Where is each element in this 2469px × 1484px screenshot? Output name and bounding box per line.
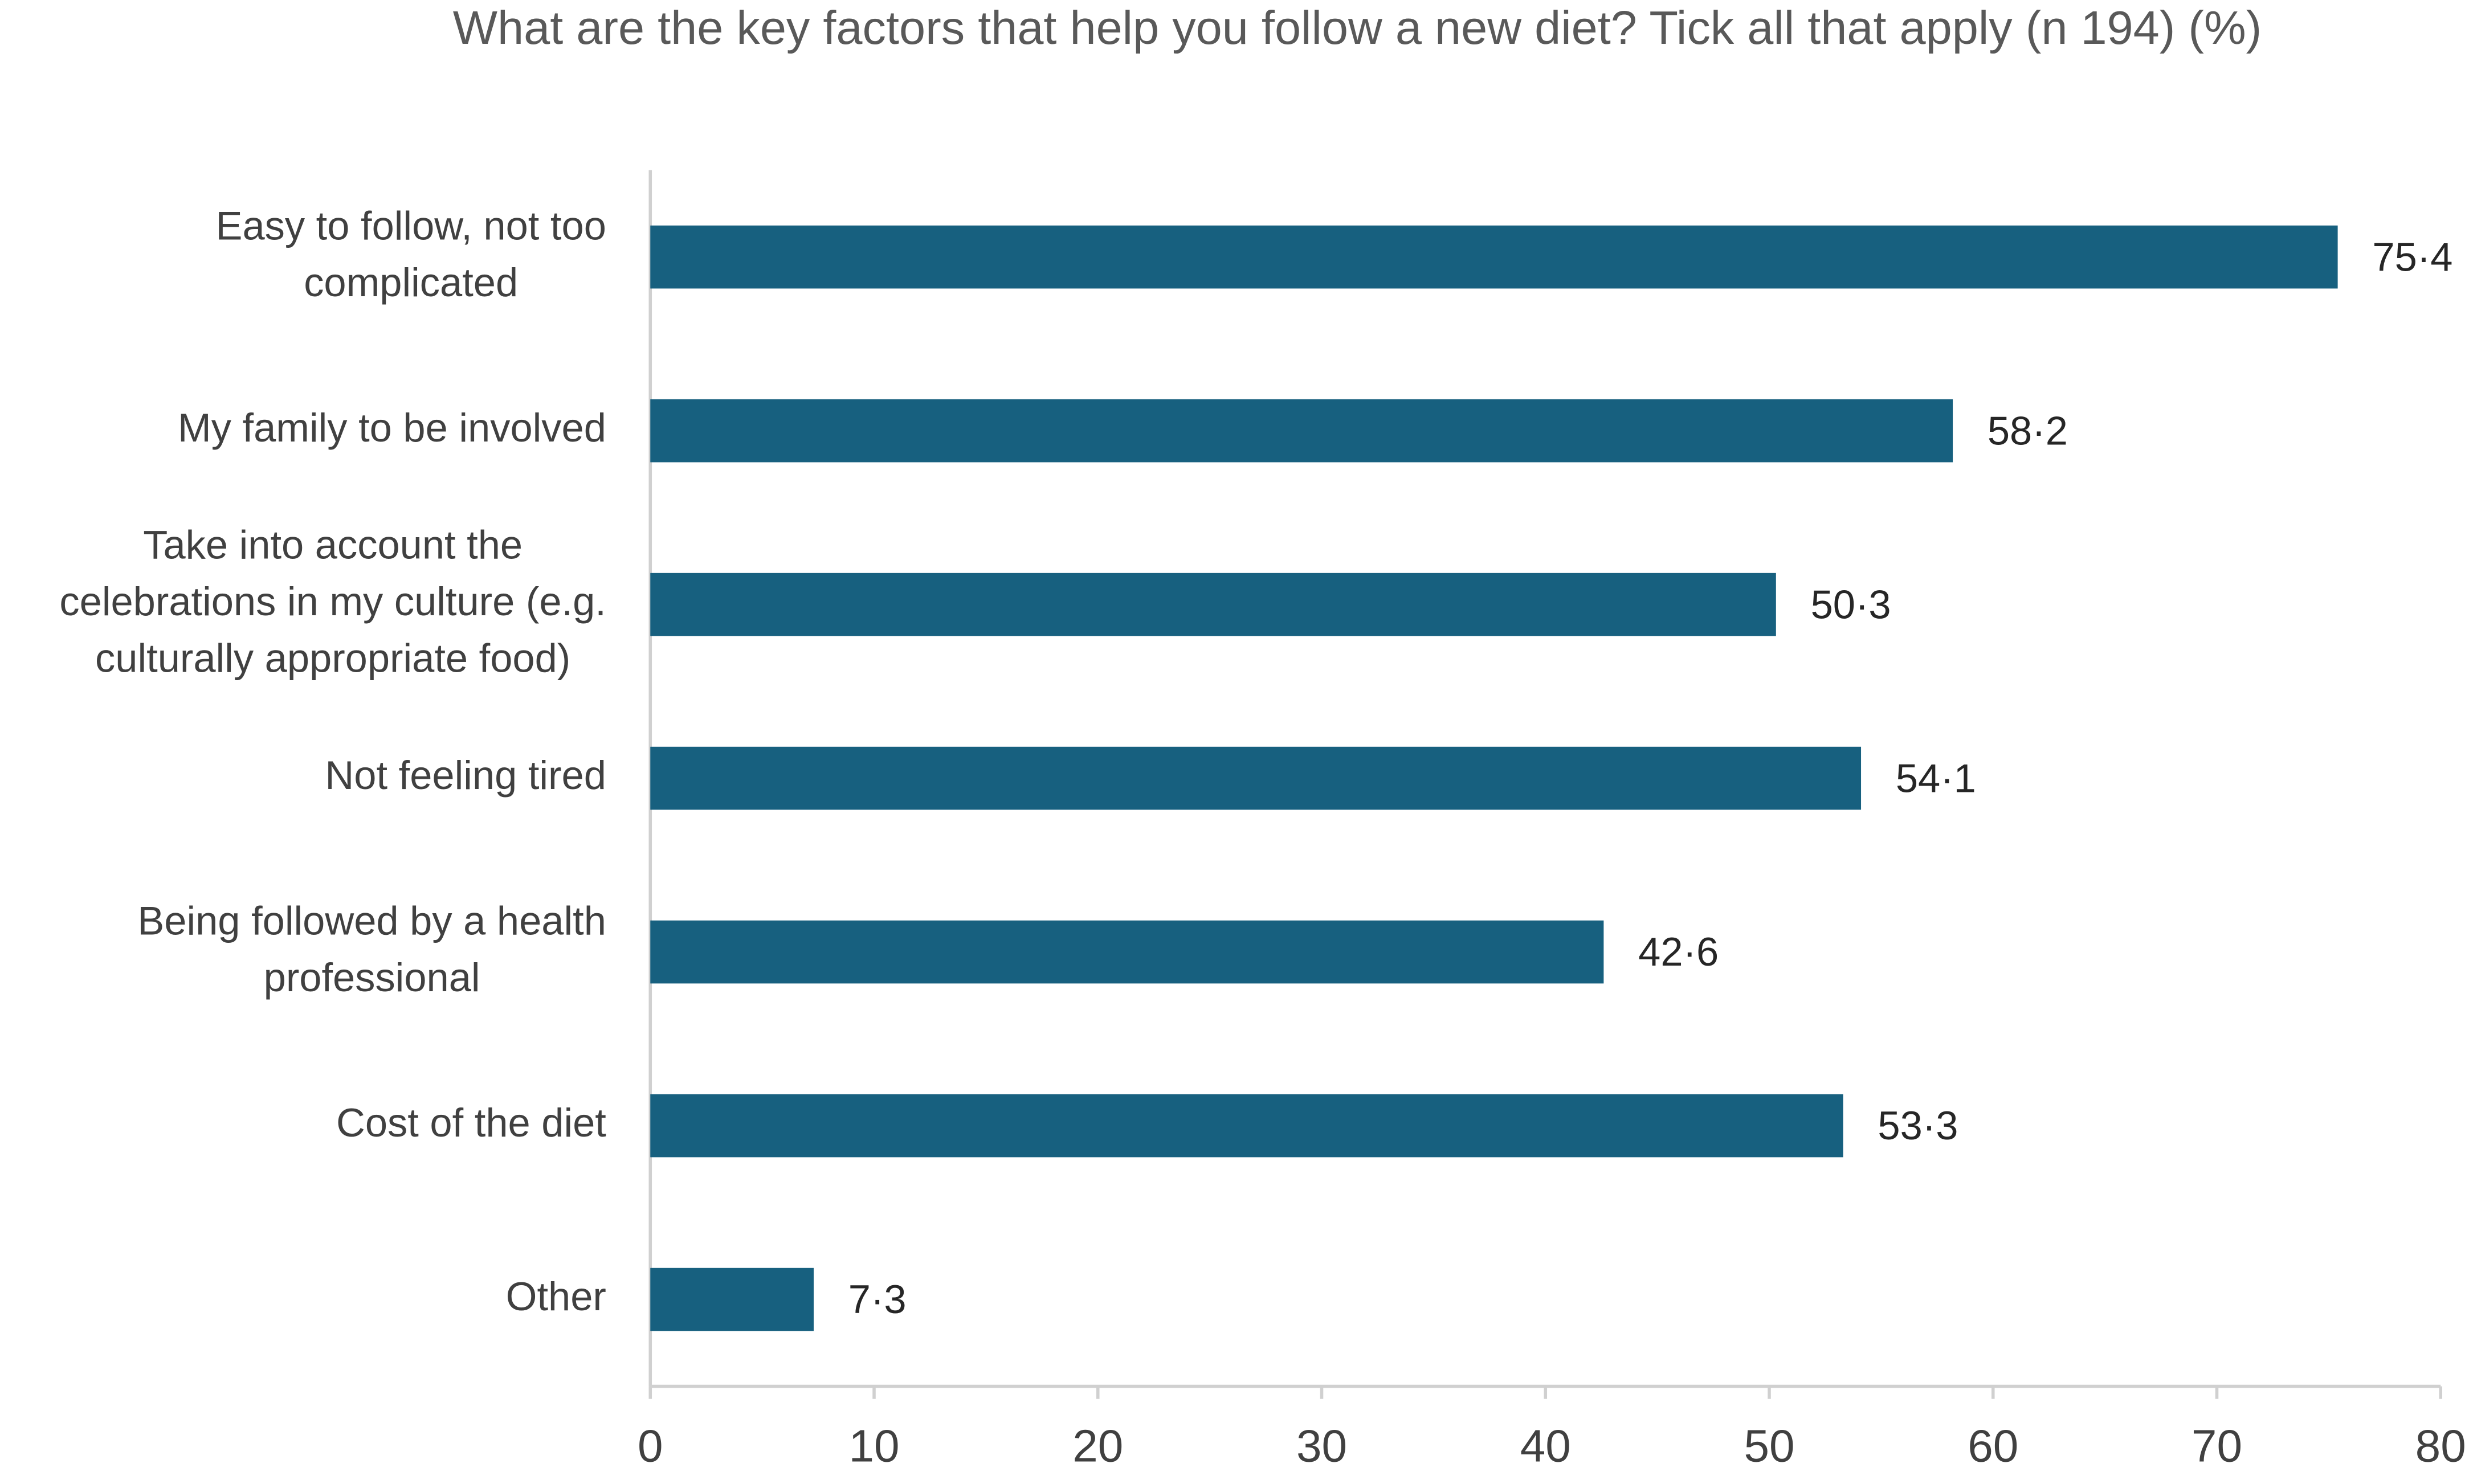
y-tick-label: Easy to follow, not too complicated [215, 203, 606, 305]
y-tick-label: Cost of the diet [336, 1100, 606, 1145]
bar [650, 399, 1953, 463]
value-label: 58·2 [1988, 408, 2068, 453]
x-tick-label: 0 [638, 1420, 663, 1471]
value-label: 53·3 [1878, 1103, 1958, 1148]
x-tick-label: 70 [2192, 1420, 2242, 1471]
bar [650, 746, 1862, 810]
y-tick-label: Take into account the celebrations in my … [59, 522, 606, 680]
x-tick-label: 80 [2415, 1420, 2466, 1471]
value-label: 54·1 [1896, 755, 1976, 800]
bar [650, 573, 1776, 636]
bar [650, 1094, 1843, 1158]
value-label: 42·6 [1638, 929, 1719, 974]
y-tick-label: My family to be involved [178, 405, 606, 450]
x-tick-label: 40 [1520, 1420, 1571, 1471]
x-tick-label: 20 [1072, 1420, 1123, 1471]
x-tick-label: 30 [1296, 1420, 1347, 1471]
x-tick-label: 10 [848, 1420, 899, 1471]
chart-title: What are the key factors that help you f… [453, 1, 2262, 54]
bar [650, 920, 1604, 984]
y-tick-label: Other [506, 1274, 606, 1319]
value-label: 50·3 [1811, 582, 1891, 627]
y-tick-label: Being followed by a health professional [137, 898, 606, 1000]
x-tick-label: 50 [1744, 1420, 1794, 1471]
value-label: 7·3 [848, 1277, 907, 1322]
bar [650, 1268, 814, 1331]
bar [650, 225, 2338, 289]
y-tick-label: Not feeling tired [325, 753, 606, 798]
x-tick-label: 60 [1968, 1420, 2018, 1471]
value-label: 75·4 [2372, 234, 2452, 279]
